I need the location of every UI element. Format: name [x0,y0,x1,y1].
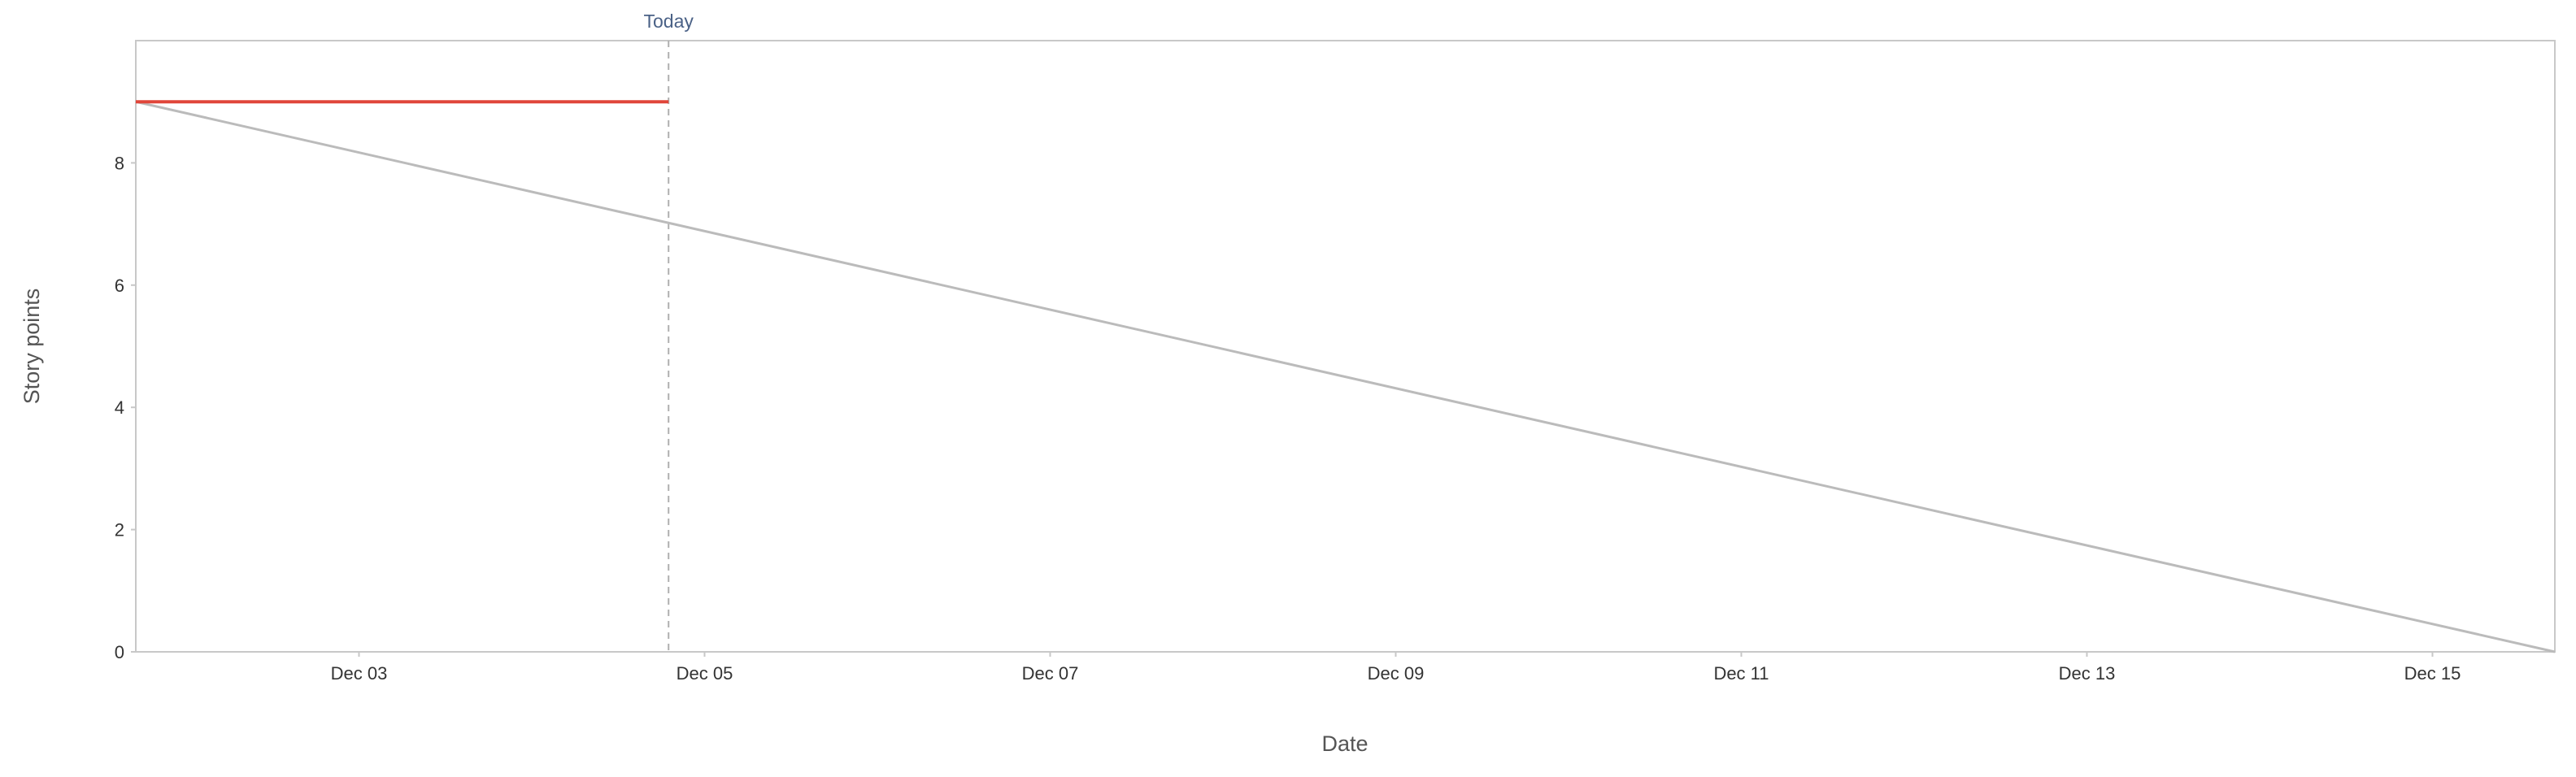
x-tick-label: Dec 03 [331,663,388,684]
y-tick-label: 2 [115,520,124,540]
y-axis: 0 2 4 6 8 [115,153,136,662]
today-marker-label: Today [644,11,694,32]
y-tick-label: 8 [115,153,124,173]
x-tick-label: Dec 11 [1713,663,1769,684]
y-tick-label: 4 [115,397,124,418]
y-tick-label: 6 [115,276,124,296]
x-tick-label: Dec 13 [2059,663,2116,684]
y-tick-label: 0 [115,642,124,662]
x-tick-label: Dec 05 [677,663,733,684]
series-layer [135,100,2556,653]
x-axis: Dec 03 Dec 05 Dec 07 Dec 09 Dec 11 Dec 13 Dec … [331,652,2461,684]
annotations-layer: Today [644,11,694,652]
x-tick-label: Dec 09 [1368,663,1425,684]
x-tick-label: Dec 07 [1022,663,1079,684]
plot-frame [135,40,2556,653]
x-axis-title: Date [1321,731,1368,756]
ideal-burndown-line [135,100,2556,653]
y-axis-title: Story points [20,289,44,405]
x-tick-label: Dec 15 [2404,663,2461,684]
